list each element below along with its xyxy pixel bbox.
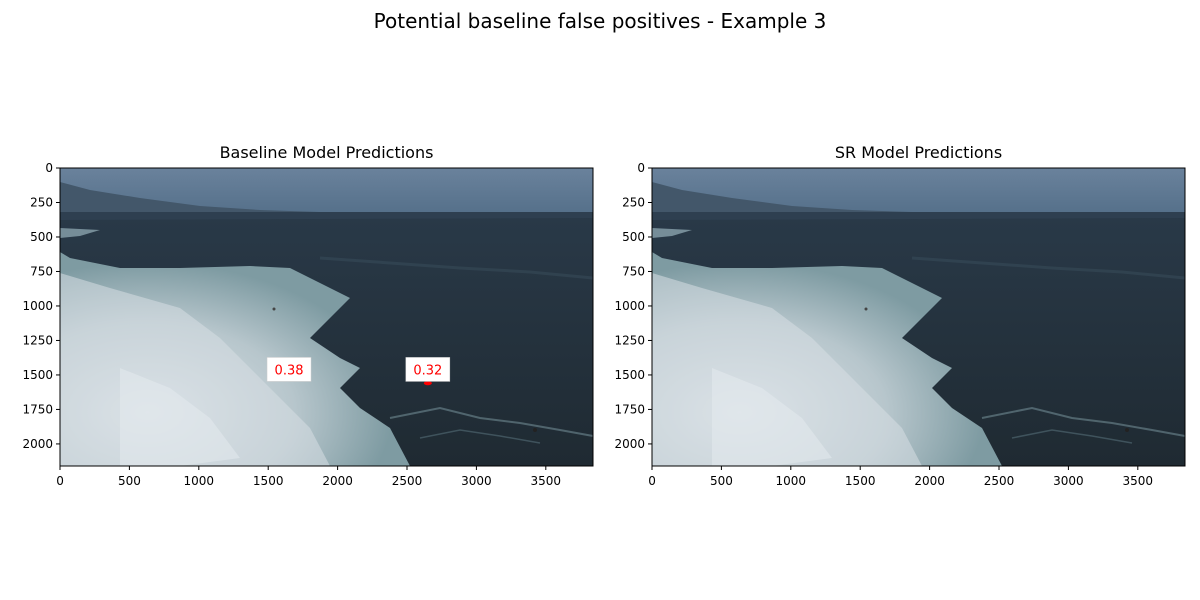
annotation-box — [405, 357, 451, 382]
panel-sr: SR Model Predictions 0 500 1000 1500 2000 250… — [614, 143, 1187, 488]
x-axis-ticks: 0 500 1000 1500 2000 2500 3000 3500 — [648, 466, 1153, 488]
y-tick-label: 1750 — [22, 402, 53, 416]
confidence-label: 0.38 — [275, 363, 304, 378]
y-tick-label: 0 — [637, 161, 645, 175]
detection-mark — [423, 381, 432, 386]
x-tick-label: 3500 — [531, 474, 562, 488]
x-tick-label: 1000 — [776, 474, 807, 488]
x-tick-label: 2000 — [914, 474, 945, 488]
x-tick-label: 500 — [710, 474, 733, 488]
y-axis-ticks: 0 250 500 750 1000 1250 1500 1750 2000 — [22, 161, 60, 451]
y-tick-label: 2000 — [614, 437, 645, 451]
panel-title: SR Model Predictions — [835, 143, 1002, 162]
x-tick-label: 0 — [648, 474, 656, 488]
confidence-label: 0.32 — [413, 363, 442, 378]
x-tick-label: 3000 — [461, 474, 492, 488]
y-tick-label: 1000 — [22, 299, 53, 313]
x-tick-label: 500 — [118, 474, 141, 488]
x-tick-label: 1500 — [253, 474, 284, 488]
x-tick-label: 2500 — [392, 474, 423, 488]
y-tick-label: 1000 — [614, 299, 645, 313]
x-tick-label: 1000 — [184, 474, 215, 488]
x-tick-label: 3000 — [1053, 474, 1084, 488]
annotation-layer: 0.38 0.32 — [266, 357, 451, 386]
y-tick-label: 750 — [30, 264, 53, 278]
y-tick-label: 1250 — [22, 333, 53, 347]
y-tick-label: 1500 — [22, 368, 53, 382]
y-tick-label: 2000 — [22, 437, 53, 451]
x-axis-ticks: 0 500 1000 1500 2000 2500 3000 3500 — [56, 466, 561, 488]
x-tick-label: 1500 — [845, 474, 876, 488]
y-tick-label: 250 — [30, 195, 53, 209]
y-tick-label: 250 — [622, 195, 645, 209]
x-tick-label: 2500 — [984, 474, 1015, 488]
panel-title: Baseline Model Predictions — [220, 143, 434, 162]
y-axis-ticks: 0 250 500 750 1000 1250 1500 1750 2000 — [614, 161, 652, 451]
y-tick-label: 1250 — [614, 333, 645, 347]
y-tick-label: 500 — [30, 230, 53, 244]
y-tick-label: 0 — [45, 161, 53, 175]
surf-image — [650, 166, 1187, 468]
panel-baseline: Baseline Model Predictions 0.38 0.32 0 500… — [22, 143, 595, 488]
x-tick-label: 3500 — [1123, 474, 1154, 488]
y-tick-label: 500 — [622, 230, 645, 244]
surf-image — [58, 166, 595, 468]
x-tick-label: 0 — [56, 474, 64, 488]
figure-suptitle: Potential baseline false positives - Exa… — [374, 9, 827, 33]
y-tick-label: 1500 — [614, 368, 645, 382]
annotation-box — [266, 357, 312, 382]
y-tick-label: 1750 — [614, 402, 645, 416]
x-tick-label: 2000 — [322, 474, 353, 488]
y-tick-label: 750 — [622, 264, 645, 278]
